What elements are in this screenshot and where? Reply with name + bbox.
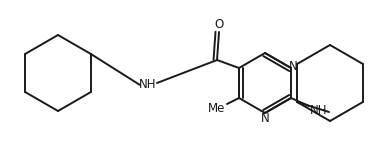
Text: O: O <box>215 18 223 31</box>
Text: N: N <box>289 59 297 73</box>
Text: NH: NH <box>310 104 328 117</box>
Text: Me: Me <box>208 102 226 114</box>
Text: N: N <box>261 111 269 125</box>
Text: NH: NH <box>139 79 157 91</box>
